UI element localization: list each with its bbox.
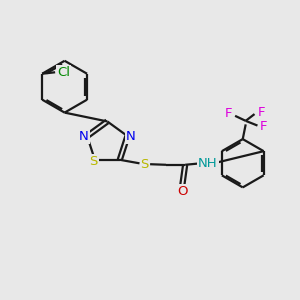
Text: S: S [141, 158, 149, 171]
Text: F: F [225, 107, 232, 120]
Text: Cl: Cl [57, 66, 70, 79]
Text: F: F [257, 106, 265, 118]
Text: N: N [126, 130, 136, 142]
Text: F: F [260, 120, 268, 133]
Text: N: N [79, 130, 88, 142]
Text: O: O [177, 185, 188, 198]
Text: S: S [89, 155, 98, 168]
Text: NH: NH [198, 157, 218, 170]
